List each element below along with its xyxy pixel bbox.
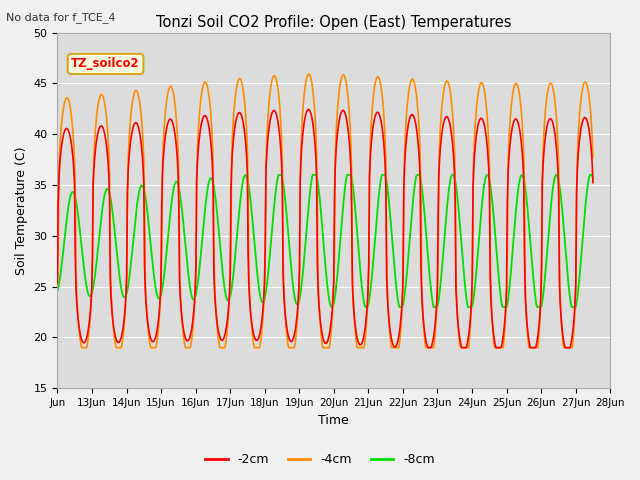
X-axis label: Time: Time bbox=[319, 414, 349, 427]
Y-axis label: Soil Temperature (C): Soil Temperature (C) bbox=[15, 146, 28, 275]
Text: No data for f_TCE_4: No data for f_TCE_4 bbox=[6, 12, 116, 23]
Title: Tonzi Soil CO2 Profile: Open (East) Temperatures: Tonzi Soil CO2 Profile: Open (East) Temp… bbox=[156, 15, 511, 30]
Text: TZ_soilco2: TZ_soilco2 bbox=[71, 58, 140, 71]
Legend: -2cm, -4cm, -8cm: -2cm, -4cm, -8cm bbox=[200, 448, 440, 471]
